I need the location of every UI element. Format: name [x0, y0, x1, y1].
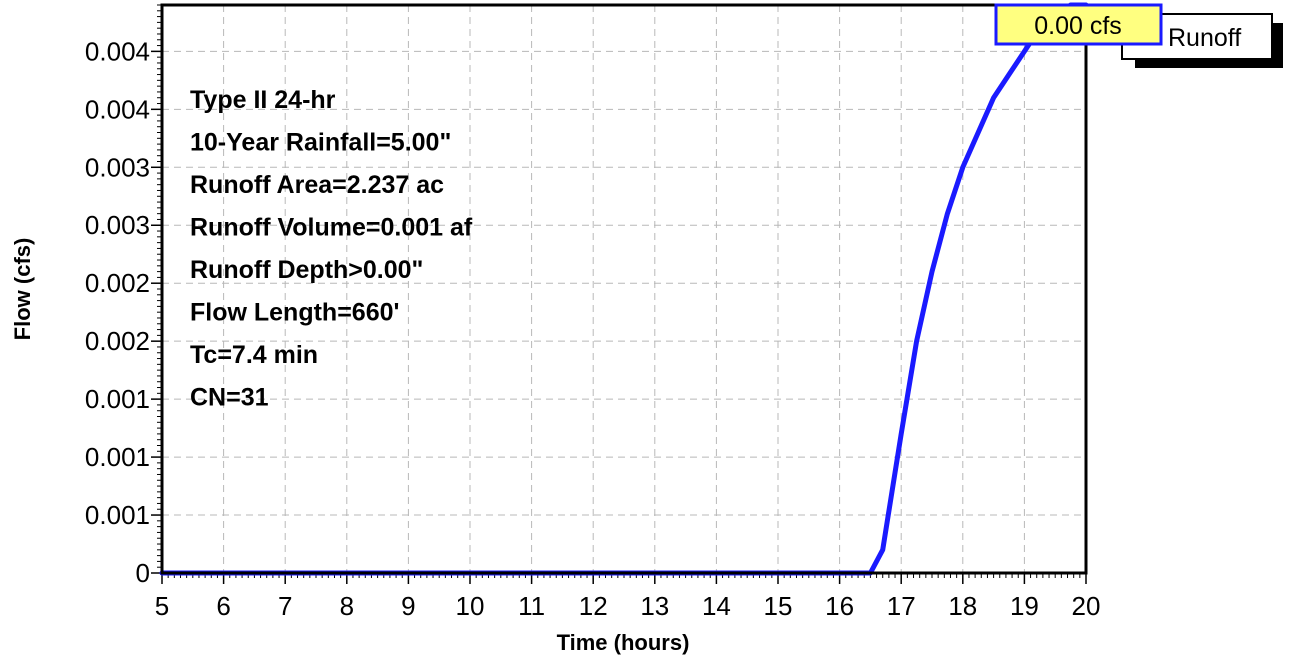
x-tick-label: 13 — [640, 591, 669, 621]
y-tick-label: 0.003 — [85, 210, 150, 240]
y-axis-title: Flow (cfs) — [10, 238, 35, 341]
y-tick-label: 0.002 — [85, 268, 150, 298]
x-tick-label: 7 — [278, 591, 292, 621]
x-tick-label: 11 — [518, 591, 545, 621]
peak-label-background — [994, 3, 1163, 46]
legend-runoff-label: Runoff — [1168, 24, 1241, 52]
y-ticks: 0 0.001 0.001 0.001 0.002 0.002 0.003 0.003 0.00… — [85, 36, 162, 588]
x-tick-label: 10 — [456, 591, 485, 621]
y-tick-label: 0.001 — [85, 384, 150, 414]
x-tick-label: 15 — [764, 591, 793, 621]
y-tick-label: 0 — [136, 558, 150, 588]
peak-label-box: 0.00 cfs — [994, 3, 1163, 46]
annotation-layer: Type II 24-hr 10-Year Rainfall=5.00" Runof… — [190, 86, 473, 412]
y-tick-label: 0.004 — [85, 36, 150, 66]
peak-flow-label: 0.00 cfs — [1034, 12, 1122, 40]
chart-annotation-line: Type II 24-hr — [190, 86, 336, 114]
y-tick-label: 0.001 — [85, 500, 150, 530]
x-tick-label: 16 — [825, 591, 854, 621]
chart-annotation-line: CN=31 — [190, 384, 269, 412]
chart-annotation-line: Runoff Depth>0.00" — [190, 256, 423, 284]
x-tick-label: 20 — [1072, 591, 1101, 621]
legend-box: Runoff — [1121, 13, 1283, 68]
plot-frame — [160, 3, 1088, 575]
x-tick-label: 14 — [702, 591, 731, 621]
y-tick-label: 0.004 — [85, 94, 150, 124]
chart-annotation-line: Runoff Area=2.237 ac — [190, 171, 444, 199]
x-tick-label: 19 — [1010, 591, 1039, 621]
chart-annotation-line: Tc=7.4 min — [190, 341, 318, 369]
x-tick-label: 18 — [948, 591, 977, 621]
x-tick-label: 9 — [401, 591, 415, 621]
y-tick-label: 0.001 — [85, 442, 150, 472]
x-tick-label: 17 — [887, 591, 916, 621]
y-tick-label: 0.002 — [85, 326, 150, 356]
x-tick-label: 12 — [579, 591, 608, 621]
chart-annotation-line: Runoff Volume=0.001 af — [190, 214, 473, 242]
x-ticks: 5 6 7 8 9 10 11 12 13 14 15 16 17 18 19 20 — [155, 573, 1101, 621]
x-tick-label: 5 — [155, 591, 169, 621]
x-tick-label: 6 — [216, 591, 230, 621]
chart-annotation-line: 10-Year Rainfall=5.00" — [190, 129, 451, 157]
chart-annotation-line: Flow Length=660' — [190, 299, 399, 327]
y-tick-label: 0.003 — [85, 152, 150, 182]
grid — [162, 5, 1086, 573]
x-axis-title: Time (hours) — [557, 630, 690, 655]
x-tick-label: 8 — [340, 591, 354, 621]
